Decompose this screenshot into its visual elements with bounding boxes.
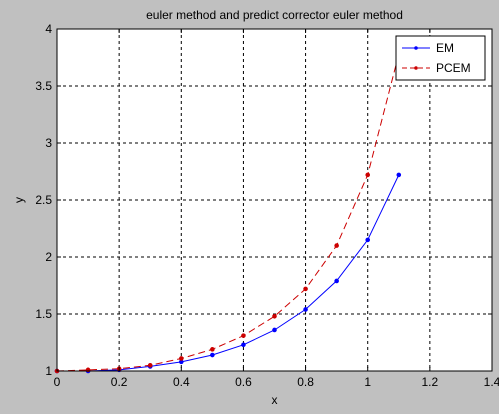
y-tick-label: 1 bbox=[45, 364, 52, 378]
data-point bbox=[241, 333, 246, 338]
legend-label-em: EM bbox=[436, 41, 454, 55]
x-tick-label: 1.4 bbox=[484, 375, 499, 389]
data-point bbox=[303, 307, 308, 312]
data-point bbox=[210, 352, 215, 358]
x-tick-label: 1 bbox=[364, 375, 371, 389]
data-point bbox=[272, 327, 277, 333]
x-axis-label: x bbox=[272, 393, 278, 407]
data-point bbox=[303, 286, 308, 292]
x-tick-label: 0.6 bbox=[235, 375, 252, 389]
data-point bbox=[365, 172, 371, 178]
legend-label-pcem: PCEM bbox=[436, 61, 471, 75]
y-tick-label: 2.5 bbox=[35, 193, 52, 207]
y-tick-label: 3.5 bbox=[35, 79, 52, 93]
data-point bbox=[210, 347, 215, 352]
legend-marker-em bbox=[414, 46, 418, 50]
legend-box bbox=[395, 35, 486, 81]
legend-marker-pcem bbox=[414, 66, 418, 70]
data-point bbox=[396, 172, 402, 178]
y-tick-label: 1.5 bbox=[35, 307, 52, 321]
y-tick-label: 4 bbox=[45, 22, 52, 36]
data-point bbox=[147, 363, 153, 368]
data-point bbox=[334, 278, 339, 284]
x-tick-label: 0.8 bbox=[297, 375, 314, 389]
x-tick-label: 0.2 bbox=[111, 375, 128, 389]
x-tick-label: 1.2 bbox=[422, 375, 439, 389]
data-point bbox=[334, 243, 339, 248]
x-tick-label: 0 bbox=[54, 375, 61, 389]
y-tick-label: 2 bbox=[45, 250, 52, 264]
data-point bbox=[178, 356, 184, 361]
series-line-pcem bbox=[57, 53, 400, 371]
y-tick-label: 3 bbox=[45, 136, 52, 150]
chart-title: euler method and predict corrector euler… bbox=[146, 8, 403, 22]
x-tick-label: 0.4 bbox=[173, 375, 190, 389]
series-line-em bbox=[57, 174, 400, 371]
data-point bbox=[365, 237, 371, 243]
y-axis-label: y bbox=[12, 197, 26, 203]
data-point bbox=[272, 313, 277, 319]
data-point bbox=[241, 342, 246, 348]
